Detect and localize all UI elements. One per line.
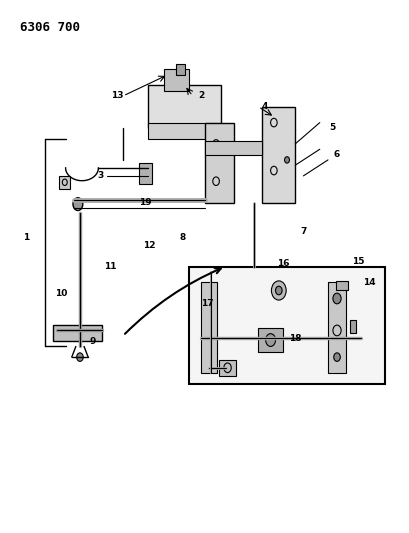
Text: 6306 700: 6306 700 xyxy=(20,21,80,34)
Text: 2: 2 xyxy=(197,92,204,100)
Bar xyxy=(335,281,348,290)
Bar xyxy=(147,123,221,139)
Circle shape xyxy=(76,353,83,361)
Bar xyxy=(204,123,233,203)
Text: 5: 5 xyxy=(328,124,335,132)
Text: 6: 6 xyxy=(332,150,339,159)
Bar xyxy=(139,163,151,184)
Text: 16: 16 xyxy=(276,260,288,268)
Text: 15: 15 xyxy=(352,257,364,265)
Bar xyxy=(176,64,184,75)
Bar xyxy=(327,282,346,373)
Bar xyxy=(258,328,282,352)
Text: 4: 4 xyxy=(261,102,267,111)
Circle shape xyxy=(333,353,339,361)
Bar xyxy=(164,69,188,91)
Bar xyxy=(204,141,262,155)
Text: 7: 7 xyxy=(299,228,306,236)
Circle shape xyxy=(275,286,281,295)
Circle shape xyxy=(284,157,289,163)
Text: 12: 12 xyxy=(143,241,155,249)
Bar xyxy=(349,320,355,333)
Text: 17: 17 xyxy=(200,300,213,308)
Bar xyxy=(200,282,217,373)
Text: 3: 3 xyxy=(97,172,103,180)
Text: 10: 10 xyxy=(55,289,67,297)
Circle shape xyxy=(271,281,285,300)
Circle shape xyxy=(73,198,83,211)
Bar xyxy=(59,176,70,189)
Text: 19: 19 xyxy=(139,198,151,207)
Bar xyxy=(262,107,294,203)
Text: 1: 1 xyxy=(23,233,30,241)
Bar xyxy=(147,85,221,128)
Circle shape xyxy=(332,293,340,304)
Circle shape xyxy=(265,334,275,346)
Text: 9: 9 xyxy=(89,337,95,345)
Bar xyxy=(53,325,102,341)
Bar xyxy=(219,360,235,376)
Text: 13: 13 xyxy=(110,92,123,100)
Text: 11: 11 xyxy=(104,262,117,271)
Text: 8: 8 xyxy=(179,233,185,241)
Bar xyxy=(188,266,384,384)
Text: 14: 14 xyxy=(362,278,374,287)
Text: 18: 18 xyxy=(288,334,301,343)
